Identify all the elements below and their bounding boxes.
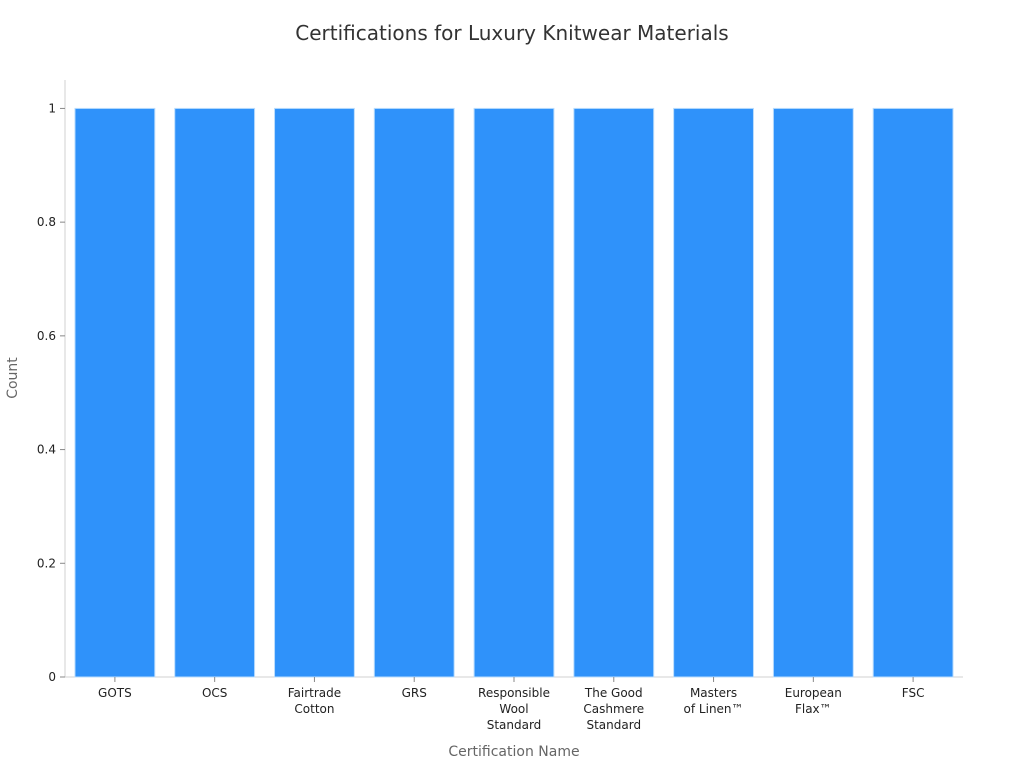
y-axis-label: Count	[5, 357, 21, 399]
bar	[373, 107, 455, 678]
y-tick-label: 0.2	[37, 556, 56, 570]
bar	[573, 107, 655, 678]
x-tick-label: The Good Cashmere Standard	[583, 686, 644, 732]
chart-title: Certifications for Luxury Knitwear Mater…	[295, 21, 728, 45]
bar	[274, 107, 355, 678]
y-tick-label: 1	[48, 101, 56, 115]
bar	[473, 107, 555, 678]
bar	[872, 107, 954, 678]
y-tick-label: 0.6	[37, 329, 56, 343]
y-tick-label: 0	[48, 670, 56, 684]
bar	[772, 107, 854, 678]
y-tick-label: 0.8	[37, 215, 56, 229]
x-tick-label: Responsible Wool Standard	[478, 686, 550, 732]
x-axis-label: Certification Name	[448, 744, 579, 760]
x-tick-label: FSC	[902, 686, 925, 700]
x-tick-label: OCS	[202, 686, 227, 700]
bar	[174, 107, 256, 678]
x-tick-label: GRS	[402, 686, 427, 700]
bar	[74, 107, 156, 678]
x-tick-label: GOTS	[98, 686, 132, 700]
x-tick-label: Fairtrade Cotton	[288, 686, 341, 716]
x-tick-label: European Flax™	[785, 686, 842, 716]
bar	[673, 107, 754, 678]
x-tick-label: Masters of Linen™	[684, 686, 744, 716]
y-tick-label: 0.4	[37, 443, 56, 457]
